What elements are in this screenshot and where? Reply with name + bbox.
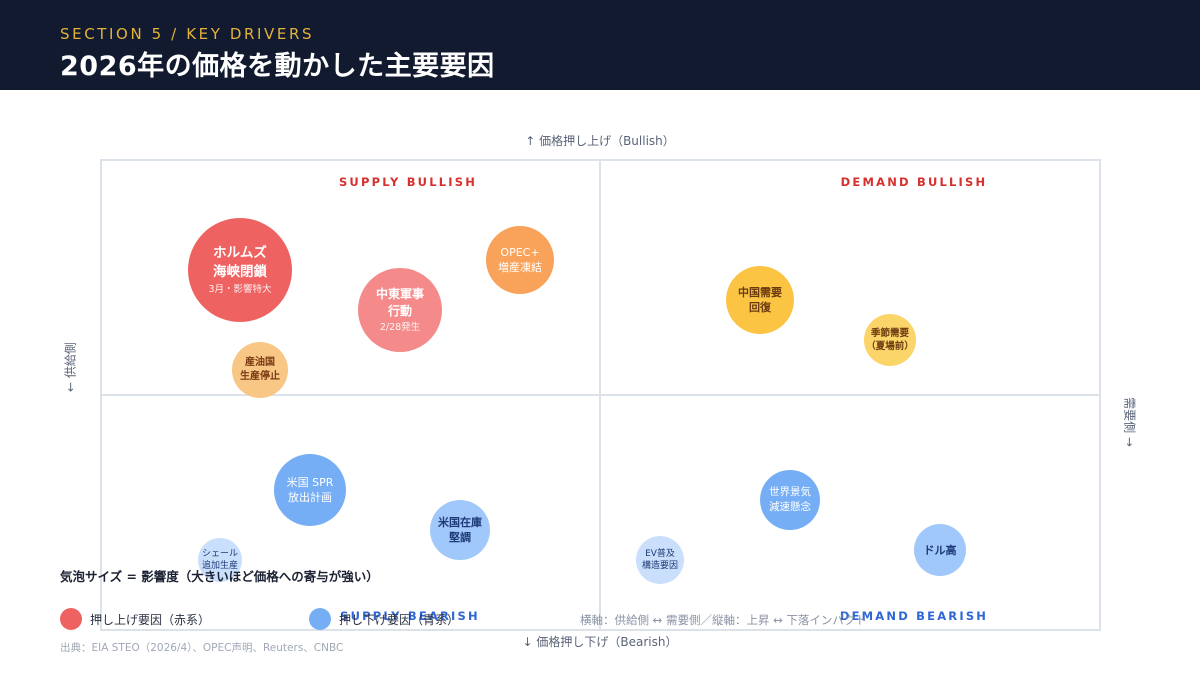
bubble-strong-dollar: ドル高 [914, 524, 966, 576]
bubble-shale-production: シェール 追加生産 [198, 538, 242, 582]
bubble-global-slowdown: 世界景気 減速懸念 [760, 470, 820, 530]
axis-label-bearish: ↓ 価格押し下げ（Bearish） [522, 635, 678, 649]
bubble-middle-east-military: 中東軍事 行動 2/28発生 [358, 268, 442, 352]
bubble-seasonal-demand: 季節需要 （夏場前） [864, 314, 916, 366]
bubble-label: 米国 SPR 放出計画 [286, 476, 334, 504]
legend-dot-red-icon [60, 608, 82, 630]
quadrant-label-demand-bearish: DEMAND BEARISH [839, 609, 989, 623]
section-label: SECTION 5 / KEY DRIVERS [60, 25, 315, 43]
bubble-ev-adoption: EV普及 構造要因 [636, 536, 684, 584]
bubble-label: 中東軍事 行動 [375, 286, 424, 318]
legend-dot-blue-icon [309, 608, 331, 630]
axis-label-demand: 需要側 → [1122, 397, 1137, 447]
bubble-label: OPEC+ 増産凍結 [498, 246, 542, 274]
bubble-label: 中国需要 回復 [738, 286, 782, 314]
quadrant-label-supply-bearish: SUPPLY BEARISH [340, 609, 480, 623]
bubble-opec-freeze: OPEC+ 増産凍結 [486, 226, 554, 294]
bubble-label: ホルムズ 海峡閉鎖 [213, 244, 267, 280]
quadrant-label-supply-bullish: SUPPLY BULLISH [338, 175, 478, 189]
legend-label-downward: 押し下げ要因（青系） [339, 612, 460, 627]
bubble-size-note: 気泡サイズ = 影響度（大きいほど価格への寄与が強い） [60, 569, 379, 584]
bubble-label: 産油国 生産停止 [240, 357, 280, 382]
bubble-us-inventory: 米国在庫 堅調 [430, 500, 490, 560]
bubble-label: 世界景気 減速懸念 [769, 486, 811, 513]
bubble-label: シェール 追加生産 [201, 549, 238, 571]
bubble-sublabel: 2/28発生 [379, 321, 421, 333]
legend-item-downward: 押し下げ要因（青系） [309, 608, 459, 630]
axis-label-supply: ← 供給側 [63, 342, 78, 392]
bubble-producer-shutdown: 産油国 生産停止 [232, 342, 288, 398]
bubble-label: ドル高 [923, 543, 957, 557]
page-title: 2026年の価格を動かした主要要因 [60, 51, 495, 82]
axis-explanation-note: 横軸：供給側 ↔ 需要側／縦軸：上昇 ↔ 下落インパクト [580, 613, 867, 627]
bubble-china-demand: 中国需要 回復 [726, 266, 794, 334]
bubble-label: 米国在庫 堅調 [438, 516, 482, 544]
bubble-hormuz-closure: ホルムズ 海峡閉鎖 3月・影響特大 [188, 218, 292, 322]
bubble-label: 季節需要 （夏場前） [866, 328, 914, 352]
bubble-sublabel: 3月・影響特大 [208, 283, 272, 295]
legend-label-upward: 押し上げ要因（赤系） [90, 612, 211, 627]
axis-label-bullish: ↑ 価格押し上げ（Bullish） [525, 134, 675, 148]
source-citation: 出典：EIA STEO（2026/4）、OPEC声明、Reuters、CNBC [60, 642, 344, 654]
bubble-label: EV普及 構造要因 [641, 549, 678, 571]
header-bar: SECTION 5 / KEY DRIVERS 2026年の価格を動かした主要要… [0, 0, 1200, 90]
quadrant-label-demand-bullish: DEMAND BULLISH [840, 175, 988, 189]
horizontal-divider [100, 394, 1101, 396]
legend-item-upward: 押し上げ要因（赤系） [60, 608, 210, 630]
bubble-us-spr-release: 米国 SPR 放出計画 [274, 454, 346, 526]
